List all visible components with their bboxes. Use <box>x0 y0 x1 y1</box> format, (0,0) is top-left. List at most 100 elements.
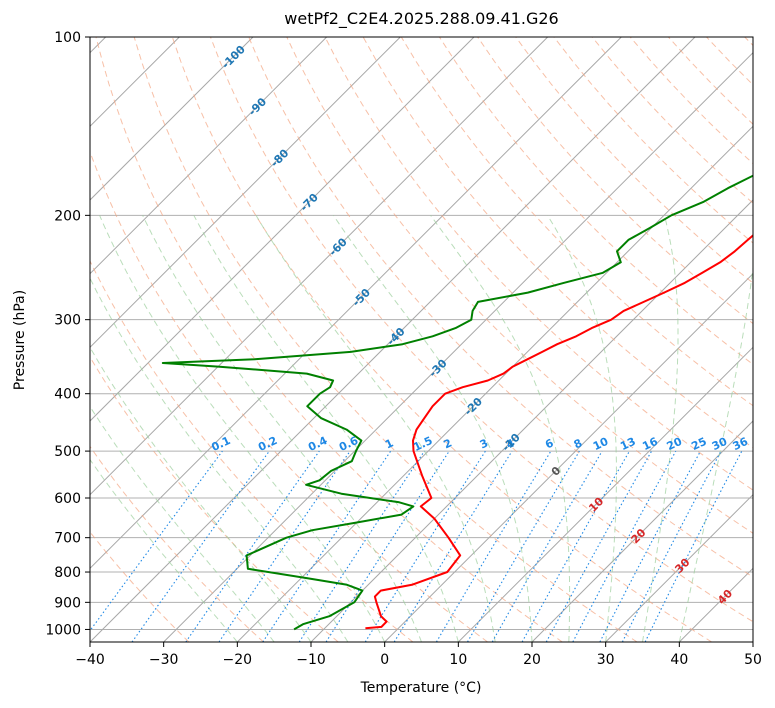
x-axis: −40 −30 −20 −10 0 10 20 30 40 50 <box>75 642 762 668</box>
mixing-ratio-label: 25 <box>689 435 708 453</box>
chart-title: wetPf2_C2E4.2025.288.09.41.G26 <box>284 9 559 28</box>
dry-adiabat-line <box>286 37 753 534</box>
dry-adiabat-line <box>90 356 339 642</box>
isotherm-line <box>531 420 753 642</box>
dry-adiabat-line <box>248 37 753 578</box>
moist-adiabat-line <box>90 405 275 642</box>
moist-adiabat-line <box>678 264 753 642</box>
x-tick-label: 0 <box>380 652 389 668</box>
isotherm-label: 0 <box>549 464 564 479</box>
moist-adiabat-line <box>193 215 459 642</box>
moist-adiabat-line <box>99 215 386 642</box>
x-axis-label: Temperature (°C) <box>360 680 482 696</box>
isotherm-line <box>678 567 753 642</box>
x-tick-label: −30 <box>149 652 179 668</box>
isotherm-label: -70 <box>298 191 321 214</box>
mixing-ratio-line <box>131 450 270 642</box>
mixing-ratio-line <box>298 450 425 642</box>
mixing-ratio-line <box>185 450 320 642</box>
moist-adiabat-line <box>332 215 533 642</box>
mixing-ratio-line <box>364 450 486 642</box>
moist-adiabat-line <box>642 215 679 642</box>
isotherm-label: -30 <box>426 357 449 380</box>
mixing-ratio-label: 13 <box>618 435 637 453</box>
y-tick-label: 600 <box>54 491 81 507</box>
isotherm-line <box>457 346 753 642</box>
x-tick-label: 40 <box>670 652 688 668</box>
x-tick-label: −20 <box>223 652 253 668</box>
y-tick-label: 700 <box>54 531 81 547</box>
y-axis: 100 200 300 400 500 600 700 800 900 1000 <box>45 30 90 638</box>
mixing-ratio-label: 16 <box>640 435 660 453</box>
x-tick-label: 20 <box>523 652 541 668</box>
y-tick-label: 900 <box>54 595 81 611</box>
dry-adiabat-line <box>133 37 638 642</box>
isotherm-label: -20 <box>462 395 485 418</box>
mixing-ratio-line <box>262 450 392 642</box>
moist-adiabat-line <box>90 458 238 642</box>
dry-adiabat-line <box>210 37 753 623</box>
isotherm-line <box>90 37 549 496</box>
isotherm-line <box>90 37 254 201</box>
moist-adiabat-line <box>142 215 422 642</box>
background-lines <box>90 37 753 642</box>
dry-adiabat-line <box>706 37 753 86</box>
isotherm-label: -80 <box>268 146 291 169</box>
mixing-ratio-line <box>218 450 351 642</box>
data-lines <box>161 174 753 631</box>
dry-adiabat-line <box>95 37 563 642</box>
isotherm-line <box>752 641 753 642</box>
moist-adiabat-line <box>547 215 617 642</box>
mixing-ratio-line <box>599 450 701 642</box>
x-tick-label: 50 <box>744 652 762 668</box>
mixing-ratio-line <box>325 450 450 642</box>
isotherm-label: 40 <box>715 587 735 607</box>
mixing-ratio-label: 30 <box>710 435 730 453</box>
dry-adiabat-line <box>515 37 753 284</box>
y-tick-label: 400 <box>54 387 81 403</box>
x-tick-label: 10 <box>449 652 467 668</box>
dry-adiabat-line <box>553 37 753 244</box>
mixing-ratio-line <box>467 450 580 642</box>
dry-adiabat-line <box>668 37 753 125</box>
isotherm-line <box>236 125 753 642</box>
isotherm-line <box>90 37 401 349</box>
dry-adiabat-line <box>171 37 712 642</box>
mixing-ratio-line <box>90 450 223 632</box>
y-tick-label: 100 <box>54 30 81 46</box>
isotherm-line <box>90 37 328 275</box>
x-tick-label: 30 <box>597 652 615 668</box>
mixing-ratio-label: 10 <box>591 435 611 453</box>
isotherm-label: -50 <box>350 286 373 309</box>
inline-labels: 0.1 0.2 0.4 0.6 1 1.5 2 3 4 6 8 10 13 16 20 25 30 36-100-… <box>209 43 750 607</box>
isotherm-line <box>384 272 753 642</box>
mixing-ratio-line <box>545 450 653 642</box>
moist-adiabat-line <box>430 215 571 642</box>
dry-adiabat-line <box>90 531 190 642</box>
isotherm-label: -100 <box>219 43 248 72</box>
mixing-ratio-label: 36 <box>731 435 751 453</box>
y-tick-label: 300 <box>54 313 81 329</box>
y-tick-label: 500 <box>54 444 81 460</box>
isotherm-label: -90 <box>246 95 269 118</box>
dry-adiabat-line <box>591 37 753 204</box>
isotherm-line <box>163 51 753 642</box>
moist-adiabat-line <box>90 346 312 642</box>
dry-adiabat-line <box>90 445 264 642</box>
mixing-ratio-line <box>393 450 513 642</box>
mixing-ratio-label: 2 <box>442 436 454 451</box>
y-tick-label: 200 <box>54 208 81 224</box>
mixing-ratio-label: 20 <box>665 435 685 453</box>
isotherm-line <box>90 37 622 570</box>
dewpoint-profile-line <box>161 174 753 631</box>
mixing-ratio-label: 6 <box>543 436 556 451</box>
x-tick-label: −10 <box>296 652 326 668</box>
isotherm-line <box>605 493 753 642</box>
x-tick-label: −40 <box>75 652 105 668</box>
isotherm-line <box>310 199 753 642</box>
mixing-ratio-line <box>644 450 743 642</box>
mixing-ratio-line <box>572 450 677 642</box>
isotherm-line <box>90 37 475 422</box>
dry-adiabat-line <box>744 37 753 47</box>
